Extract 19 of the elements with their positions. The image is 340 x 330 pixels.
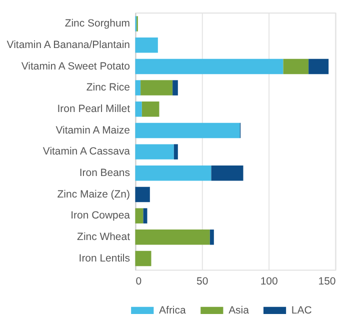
x-tick-label: 50: [196, 276, 208, 288]
legend-label: Africa: [159, 305, 186, 316]
y-tick-label: Iron Beans: [79, 168, 130, 180]
y-tick-label: Vitamin A Cassava: [42, 146, 130, 158]
y-tick-label: Iron Pearl Millet: [57, 104, 130, 115]
y-tick-label: Zinc Maize (Zn): [57, 189, 130, 200]
x-tick-label: 150: [318, 276, 336, 288]
y-tick-label: Vitamin A Sweet Potato: [21, 61, 130, 72]
y-tick-label: Vitamin A Maize: [56, 125, 130, 136]
y-tick-label: Zinc Rice: [86, 82, 130, 94]
x-tick-label: 100: [260, 276, 278, 288]
legend-label: Asia: [228, 305, 250, 316]
y-tick-label: Zinc Sorghum: [64, 18, 130, 30]
y-tick-label: Iron Cowpea: [70, 210, 130, 222]
y-tick-label: Vitamin A Banana/Plantain: [6, 40, 130, 51]
y-tick-label: Iron Lentils: [78, 253, 130, 264]
x-tick-label: 0: [136, 276, 142, 288]
y-tick-label: Zinc Wheat: [77, 232, 130, 244]
legend-label: LAC: [291, 305, 312, 316]
